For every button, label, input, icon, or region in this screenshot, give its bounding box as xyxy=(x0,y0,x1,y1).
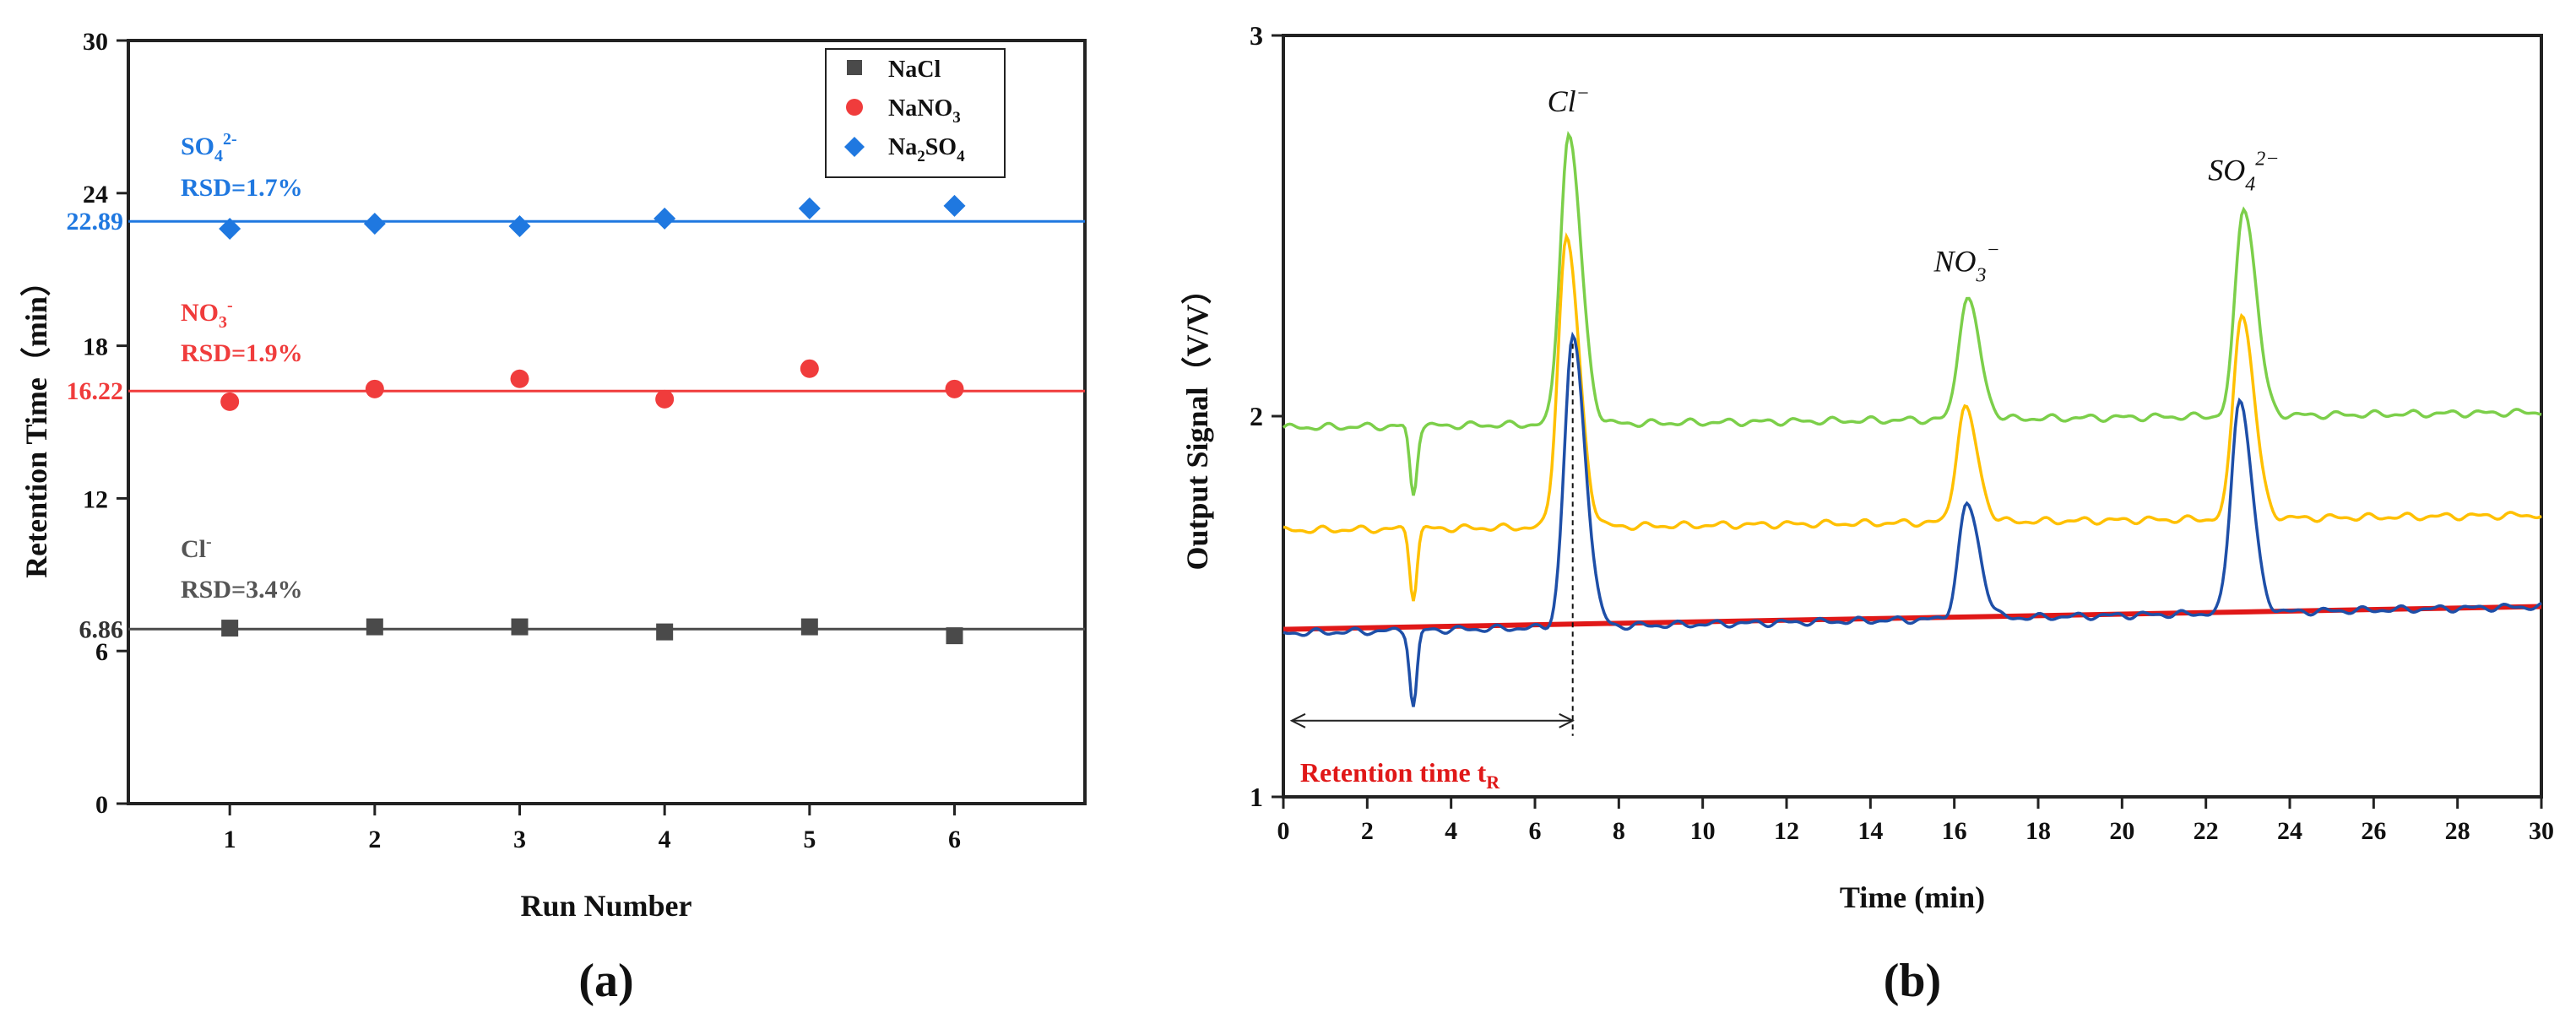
panel-b-y-ticks: 1 2 3 xyxy=(1250,20,1283,812)
red-baseline xyxy=(1283,604,2542,632)
data-point xyxy=(219,217,241,240)
so4-rsd-label: RSD=1.7% xyxy=(181,174,303,202)
chromatogram-line xyxy=(1283,232,2542,602)
data-point xyxy=(943,194,966,217)
legend-square-marker xyxy=(847,60,862,75)
x-tick-label: 1 xyxy=(224,826,236,853)
x-tick-label: 2 xyxy=(1361,817,1374,845)
x-tick-label: 30 xyxy=(2529,817,2554,845)
legend-na2so4: Na2SO4 xyxy=(888,134,965,165)
x-tick-label: 4 xyxy=(1445,817,1457,845)
legend-circle-marker xyxy=(846,99,863,116)
data-point xyxy=(366,618,383,636)
x-tick-label: 6 xyxy=(1529,817,1542,845)
chromatogram-line xyxy=(1282,131,2542,496)
chromatogram-line xyxy=(1283,331,2542,707)
panel-b-retention-marker xyxy=(1289,344,1575,736)
peak-label-no3: NO3− xyxy=(1933,240,1999,287)
arrow-head-left xyxy=(1289,712,1306,728)
panel-a-mean-lines xyxy=(128,219,1085,631)
x-tick-label: 5 xyxy=(803,826,816,853)
data-point xyxy=(508,214,531,237)
legend-diamond-marker xyxy=(844,137,865,157)
panel-a-y-axis-title: Retention Time（min） xyxy=(19,266,53,578)
data-point xyxy=(945,379,964,398)
y-tick-label: 0 xyxy=(95,791,108,819)
y-tick-label: 24 xyxy=(83,181,108,209)
panel-b-x-axis-title: Time (min) xyxy=(1840,880,1985,914)
panel-a-caption: (a) xyxy=(578,955,633,1007)
no3-ion-label: NO3- xyxy=(181,296,233,332)
x-tick-label: 18 xyxy=(2026,817,2051,845)
no3-rsd-label: RSD=1.9% xyxy=(181,339,303,367)
panel-b-x-ticks: 0 2 4 6 8 10 12 14 16 18 20 22 24 26 28 30 xyxy=(1277,797,2554,845)
x-tick-label: 0 xyxy=(1277,817,1290,845)
data-point xyxy=(510,369,529,388)
panel-b-baseline xyxy=(1283,604,2542,632)
cl-ion-label: Cl- xyxy=(181,533,212,563)
panel-b-y-axis-title: Output Signal（V/V） xyxy=(1180,273,1214,570)
x-tick-label: 2 xyxy=(368,826,381,853)
panel-a-data-points xyxy=(219,194,966,645)
mean-value-label: 16.22 xyxy=(67,377,124,405)
arrow-head-right xyxy=(1559,712,1575,728)
mean-value-label: 22.89 xyxy=(67,208,124,236)
peak-label-cl: Cl− xyxy=(1548,83,1590,118)
x-tick-label: 24 xyxy=(2277,817,2302,845)
panel-a-legend: NaCl NaNO3 Na2SO4 xyxy=(825,48,1006,178)
data-point xyxy=(798,197,821,219)
y-tick-label: 12 xyxy=(83,485,108,513)
data-point xyxy=(655,389,675,409)
y-tick-label: 1 xyxy=(1250,782,1263,812)
data-point xyxy=(220,392,240,411)
panel-a-plot-frame xyxy=(127,39,1087,805)
panel-a-x-axis-title: Run Number xyxy=(520,889,691,923)
data-point xyxy=(800,359,819,378)
so4-ion-label: SO42- xyxy=(181,130,237,165)
y-tick-label: 6 xyxy=(95,638,108,666)
x-tick-label: 12 xyxy=(1774,817,1799,845)
cl-rsd-label: RSD=3.4% xyxy=(181,576,303,604)
panel-a-mean-labels: 6.86 16.22 22.89 xyxy=(67,208,124,643)
data-point xyxy=(363,212,386,235)
legend-nacl: NaCl xyxy=(888,57,941,83)
legend-nano3: NaNO3 xyxy=(888,95,961,127)
x-tick-label: 14 xyxy=(1857,817,1883,845)
panel-a-y-ticks: 0 6 12 18 24 30 xyxy=(83,28,128,819)
panel-b-chromatograms xyxy=(1282,131,2542,707)
panel-b-caption: (b) xyxy=(1884,955,1941,1007)
data-point xyxy=(221,620,239,637)
y-tick-label: 2 xyxy=(1250,401,1263,431)
x-tick-label: 20 xyxy=(2109,817,2134,845)
panel-a-x-ticks: 1 2 3 4 5 6 xyxy=(224,804,961,853)
data-point xyxy=(365,379,384,398)
y-tick-label: 30 xyxy=(83,28,108,56)
mean-value-label: 6.86 xyxy=(79,615,124,643)
data-point xyxy=(653,207,676,230)
x-tick-label: 3 xyxy=(513,826,526,853)
x-tick-label: 16 xyxy=(1942,817,1967,845)
data-point xyxy=(511,618,529,636)
panel-b-chart: 0 2 4 6 8 10 12 14 16 18 20 22 24 26 28 30 123 Cl− NO3−… xyxy=(1180,20,2554,1007)
x-tick-label: 10 xyxy=(1690,817,1716,845)
x-tick-label: 26 xyxy=(2361,817,2386,845)
data-point xyxy=(946,627,963,645)
y-tick-label: 18 xyxy=(83,333,108,361)
data-point xyxy=(800,618,818,636)
x-tick-label: 6 xyxy=(948,826,961,853)
x-tick-label: 8 xyxy=(1613,817,1625,845)
x-tick-label: 28 xyxy=(2445,817,2470,845)
peak-label-so4: SO42− xyxy=(2208,148,2279,195)
y-tick-label: 3 xyxy=(1250,20,1263,51)
retention-time-annotation: Retention time tR xyxy=(1300,757,1500,793)
x-tick-label: 22 xyxy=(2194,817,2219,845)
data-point xyxy=(656,623,674,641)
x-tick-label: 4 xyxy=(659,826,671,853)
